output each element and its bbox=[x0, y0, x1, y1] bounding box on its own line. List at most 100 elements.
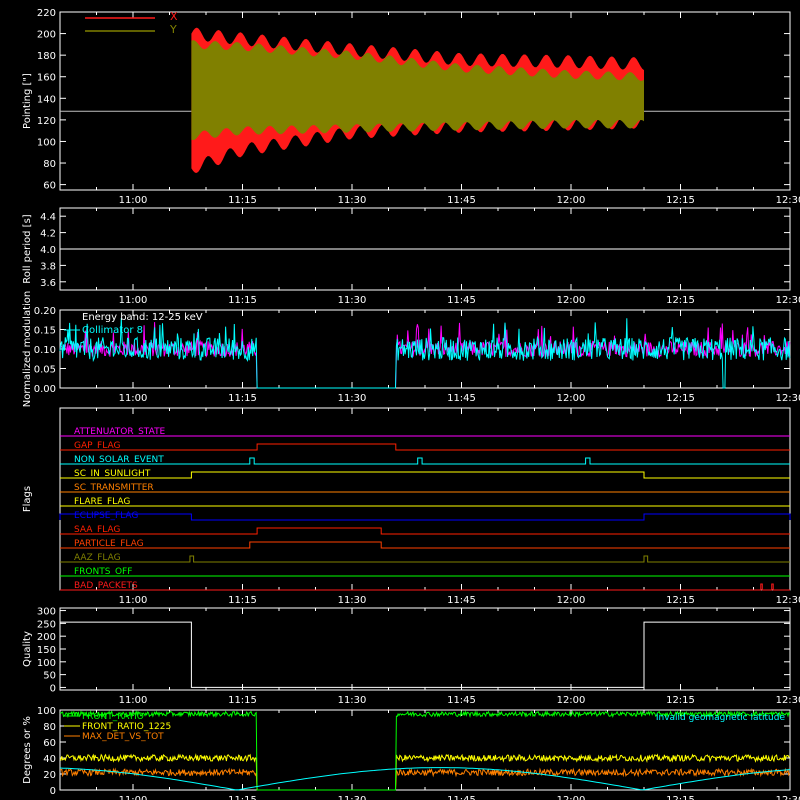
x-tick-label: 11:00 bbox=[119, 195, 148, 206]
flag-label: FRONTS_OFF bbox=[74, 567, 132, 577]
y-tick-label: 0 bbox=[50, 786, 56, 797]
flag-label: NON_SOLAR_EVENT bbox=[74, 455, 164, 465]
flag-label: SAA_FLAG bbox=[74, 525, 120, 535]
y-tick-label: 0.00 bbox=[34, 384, 56, 395]
y-tick-label: 220 bbox=[37, 8, 56, 19]
x-tick-label: 11:00 bbox=[119, 393, 148, 404]
y-tick-label: 3.6 bbox=[40, 278, 56, 289]
y-tick-label: 200 bbox=[37, 30, 56, 41]
x-tick-label: 11:30 bbox=[338, 393, 367, 404]
y-tick-label: 0.15 bbox=[34, 326, 56, 337]
x-tick-label: 12:15 bbox=[666, 795, 695, 800]
y-axis-label: Flags bbox=[22, 486, 33, 512]
y-tick-label: 0.20 bbox=[34, 306, 56, 317]
x-tick-label: 12:15 bbox=[666, 195, 695, 206]
y-tick-label: 4.2 bbox=[40, 229, 56, 240]
legend-label: FRONT_RATIO_1225 bbox=[82, 722, 171, 732]
y-tick-label: 100 bbox=[37, 706, 56, 717]
flag-label: SC_IN_SUNLIGHT bbox=[74, 469, 151, 479]
y-tick-label: 100 bbox=[37, 658, 56, 669]
quality-panel: 11:00 11:15 11:30 11:45 12:00 12:15 12:30 050 10… bbox=[22, 607, 800, 706]
flag-trace bbox=[60, 555, 790, 563]
x-tick-label: 11:15 bbox=[228, 595, 257, 606]
x-tick-label: 11:30 bbox=[338, 795, 367, 800]
y-tick-label: 300 bbox=[37, 607, 56, 618]
modulation-panel: 11:00 11:15 11:30 11:45 12:00 12:15 12:30 0.00 0… bbox=[22, 291, 800, 408]
x-tick-label: 11:45 bbox=[447, 295, 476, 306]
y-axis-label: Pointing ["] bbox=[22, 73, 33, 129]
flag-label: ATTENUATOR_STATE bbox=[74, 427, 166, 437]
y-tick-label: 100 bbox=[37, 137, 56, 148]
flags-panel: 11:00 11:15 11:30 11:45 12:00 12:15 12:30 Flags… bbox=[22, 407, 800, 606]
x-tick-label: 11:15 bbox=[228, 295, 257, 306]
legend-label: MAX_DET_VS_TOT bbox=[82, 732, 164, 742]
pointing-series-y bbox=[191, 40, 644, 141]
legend-label: X bbox=[170, 10, 178, 23]
roll-period-panel: 11:00 11:15 11:30 11:45 12:00 12:15 12:30 3.6 3.… bbox=[22, 207, 800, 306]
flag-label: AAZ_FLAG bbox=[74, 553, 121, 563]
flag-trace bbox=[60, 471, 790, 479]
x-tick-label: 11:45 bbox=[447, 393, 476, 404]
axes-frame bbox=[59, 407, 791, 591]
y-tick-label: 250 bbox=[37, 619, 56, 630]
x-tick-label: 12:15 bbox=[666, 295, 695, 306]
y-tick-label: 80 bbox=[43, 722, 56, 733]
y-tick-label: 120 bbox=[37, 116, 56, 127]
y-axis-label: Degrees or % bbox=[22, 716, 33, 784]
series-front-ratio-1225 bbox=[59, 753, 790, 791]
x-tick-label: 11:15 bbox=[228, 695, 257, 706]
geomagnetic-latitude-curve bbox=[59, 767, 791, 791]
x-tick-label: 12:00 bbox=[557, 393, 586, 404]
y-tick-label: 0.05 bbox=[34, 365, 56, 376]
x-tick-label: 12:00 bbox=[557, 595, 586, 606]
flag-label: FLARE_FLAG bbox=[74, 497, 130, 507]
y-tick-label: 150 bbox=[37, 645, 56, 656]
x-tick-label: 11:00 bbox=[119, 295, 148, 306]
flag-label: PARTICLE_FLAG bbox=[74, 539, 144, 549]
y-axis-label: Quality bbox=[22, 631, 33, 667]
x-tick-label: 11:15 bbox=[228, 393, 257, 404]
modulation-series-collimator bbox=[59, 318, 791, 389]
y-tick-label: 20 bbox=[43, 770, 56, 781]
x-tick-label: 11:30 bbox=[338, 295, 367, 306]
flag-label: BAD_PACKETS bbox=[74, 581, 138, 591]
flag-trace bbox=[59, 513, 791, 521]
x-tick-label: 12:15 bbox=[666, 695, 695, 706]
y-tick-label: 60 bbox=[43, 738, 56, 749]
flag-label: GAP_FLAG bbox=[74, 441, 120, 451]
x-tick-label: 12:00 bbox=[557, 695, 586, 706]
y-tick-label: 3.8 bbox=[40, 261, 56, 272]
x-tick-label: 12:15 bbox=[666, 393, 695, 404]
x-tick-label: 12:30 bbox=[776, 595, 800, 606]
flag-trace bbox=[60, 457, 790, 465]
series-max-det-vs-tot bbox=[59, 767, 791, 791]
flag-label: SC_TRANSMITTER bbox=[74, 483, 154, 493]
x-tick-label: 12:00 bbox=[557, 295, 586, 306]
y-axis-label: Roll period [s] bbox=[22, 214, 33, 283]
y-tick-label: 4.4 bbox=[40, 212, 56, 223]
y-tick-label: 80 bbox=[43, 159, 56, 170]
y-tick-label: 180 bbox=[37, 51, 56, 62]
x-tick-label: 11:45 bbox=[447, 695, 476, 706]
flag-trace bbox=[60, 443, 790, 451]
energy-band-annotation: Energy band: 12-25 keV bbox=[82, 312, 203, 323]
flag-trace bbox=[60, 583, 790, 591]
x-tick-label: 12:30 bbox=[776, 795, 800, 800]
invalid-latitude-annotation: Invalid geomagnetic latitude bbox=[656, 713, 786, 723]
x-tick-label: 12:30 bbox=[776, 393, 800, 404]
x-tick-label: 11:45 bbox=[447, 795, 476, 800]
x-tick-label: 11:00 bbox=[119, 595, 148, 606]
x-tick-label: 12:15 bbox=[666, 595, 695, 606]
x-tick-label: 11:15 bbox=[228, 795, 257, 800]
x-tick-label: 12:00 bbox=[557, 195, 586, 206]
y-tick-label: 0.10 bbox=[34, 345, 56, 356]
x-tick-label: 11:30 bbox=[338, 695, 367, 706]
y-tick-label: 50 bbox=[43, 671, 56, 682]
x-tick-label: 11:45 bbox=[447, 195, 476, 206]
x-tick-label: 12:00 bbox=[557, 795, 586, 800]
x-tick-label: 12:30 bbox=[776, 195, 800, 206]
legend-label: FRONT_RATIO bbox=[82, 712, 144, 722]
legend-label: Collimator 8 bbox=[82, 325, 143, 336]
flag-trace bbox=[60, 527, 790, 535]
